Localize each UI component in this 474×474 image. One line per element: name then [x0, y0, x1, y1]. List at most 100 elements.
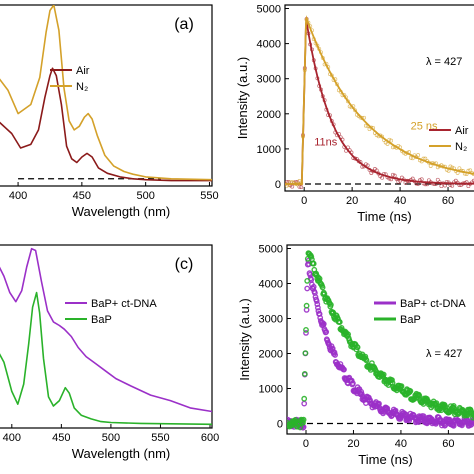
data-point — [301, 395, 308, 402]
data-point — [303, 302, 310, 309]
y-tick-label: 1000 — [257, 144, 281, 156]
data-point — [327, 301, 334, 308]
y-tick-label: 1000 — [259, 384, 283, 396]
data-point — [331, 349, 338, 356]
data-point — [301, 400, 308, 407]
y-tick-label: 0 — [277, 419, 283, 431]
y-tick-label: 4000 — [259, 279, 283, 291]
data-layer — [285, 15, 474, 190]
data-point — [471, 411, 474, 418]
data-point — [320, 320, 327, 327]
data-point — [300, 419, 306, 426]
data-point — [363, 357, 370, 364]
plot-frame — [0, 244, 213, 429]
data-point — [304, 285, 311, 292]
legend-label: BaP+ ct-DNA — [91, 298, 157, 310]
fit-line-2 — [285, 15, 474, 185]
y-tick-label: 5000 — [257, 4, 281, 16]
data-point — [349, 380, 356, 387]
x-tick-label: 60 — [442, 438, 454, 450]
data-layer — [287, 250, 474, 431]
x-tick-label: 450 — [52, 432, 70, 444]
data-point — [472, 419, 474, 425]
legend-label: BaP — [91, 314, 112, 326]
chart-panel-2: 0 20 40 60 0 1000 2000 3000 4000 5000 Time (ns) Int… — [235, 4, 474, 224]
legend-label: BaP — [400, 314, 421, 326]
data-point — [290, 184, 295, 189]
data-point — [385, 141, 390, 146]
data-point — [300, 416, 307, 423]
y-axis-title: Intensity (a.u.) — [237, 298, 252, 380]
data-point — [472, 414, 474, 420]
x-tick-label: 40 — [395, 438, 407, 450]
series-line-2 — [0, 5, 212, 181]
y-tick-label: 2000 — [257, 109, 281, 121]
data-point — [315, 308, 322, 314]
y-tick-label: 4000 — [257, 39, 281, 51]
data-point — [369, 125, 374, 130]
data-point — [354, 344, 361, 351]
x-tick-label: 20 — [346, 195, 358, 207]
fit-line-1 — [285, 18, 474, 185]
series-line-1 — [0, 247, 212, 413]
legend-label: Air — [76, 65, 90, 77]
legend-label: N₂ — [76, 81, 88, 93]
data-point — [408, 155, 413, 160]
data-point — [468, 168, 473, 173]
data-point — [336, 319, 343, 325]
x-tick-label: 0 — [301, 195, 307, 207]
wavelength-annotation: λ = 427 — [426, 348, 462, 360]
x-tick-label: 450 — [73, 190, 91, 202]
lifetime-label: 11ns — [314, 136, 338, 148]
data-point — [314, 304, 321, 311]
data-point — [303, 326, 309, 333]
wavelength-annotation: λ = 427 — [426, 56, 462, 68]
data-point — [389, 138, 394, 143]
data-layer — [0, 247, 212, 426]
chart-panel-1: 400 450 500 550 Wavelength (nm) (a) Air N₂ — [0, 4, 219, 219]
data-point — [380, 371, 387, 378]
data-point — [297, 424, 303, 431]
data-point — [323, 328, 330, 335]
x-tick-label: 500 — [102, 432, 120, 444]
legend-label: Air — [455, 125, 469, 137]
y-tick-label: 3000 — [257, 74, 281, 86]
legend-label: N₂ — [455, 141, 467, 153]
data-point — [315, 274, 322, 281]
y-tick-label: 2000 — [259, 349, 283, 361]
data-point — [416, 153, 421, 158]
data-point — [407, 388, 414, 394]
x-tick-label: 550 — [151, 432, 169, 444]
x-tick-label: 40 — [394, 195, 406, 207]
data-point — [435, 177, 440, 182]
x-tick-label: 0 — [303, 438, 309, 450]
series-line-1 — [0, 67, 212, 182]
chart-panel-3: 400 450 500 550 600 Wavelength (nm) (c) BaP+ ct… — [0, 244, 219, 461]
x-tick-label: 60 — [442, 195, 454, 207]
x-axis-title: Time (ns) — [357, 209, 411, 224]
data-layer — [0, 5, 212, 182]
data-point — [392, 173, 397, 178]
panel-label: (a) — [174, 16, 194, 33]
x-tick-label: 550 — [200, 190, 218, 202]
data-point — [389, 377, 395, 383]
data-point — [390, 172, 395, 177]
x-axis-title: Wavelength (nm) — [72, 446, 171, 461]
x-tick-label: 500 — [136, 190, 154, 202]
data-point — [380, 175, 385, 180]
y-tick-label: 0 — [275, 179, 281, 191]
legend-label: BaP+ ct-DNA — [400, 298, 466, 310]
data-point — [457, 166, 462, 171]
data-point — [439, 184, 444, 189]
x-tick-label: 600 — [201, 432, 219, 444]
x-axis-title: Wavelength (nm) — [72, 204, 171, 219]
series-line-2 — [0, 291, 212, 426]
x-tick-label: 400 — [9, 190, 27, 202]
data-point — [314, 301, 321, 308]
data-point — [302, 350, 309, 356]
data-point — [419, 177, 424, 182]
x-axis-title: Time (ns) — [358, 452, 412, 467]
data-point — [353, 156, 358, 161]
data-point — [353, 108, 358, 113]
data-point — [299, 185, 304, 190]
